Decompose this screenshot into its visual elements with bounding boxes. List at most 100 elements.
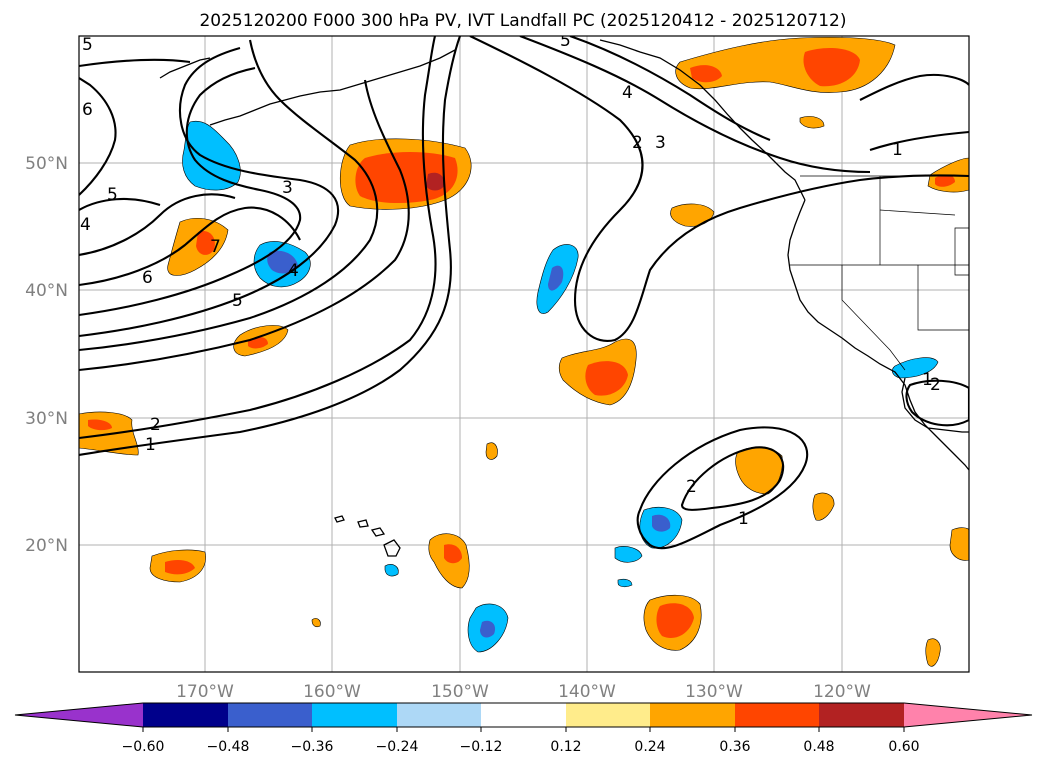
contour-pv-16 [869,130,969,151]
coast-baja [901,377,969,433]
border-state-5 [954,227,969,276]
contour-label: 3 [282,178,293,198]
coast-us-west [787,199,969,471]
map-title: 2025120200 F000 300 hPa PV, IVT Landfall… [199,11,846,31]
contour-pv-19 [905,379,969,427]
contour-label: 2 [686,477,697,497]
lat-label: 50°N [25,154,68,174]
colorbar-segment [481,703,566,727]
shade-blob-blue-east [891,357,939,379]
contour-label: 5 [560,31,571,51]
contour-pv-10 [79,77,117,196]
colorbar-ticks [142,727,905,732]
colorbar-tick-label: 0.24 [634,739,665,755]
contour-labels: 5 6 5 4 3 2 4 5 6 7 5 4 3 2 1 2 1 2 1 1 [80,31,941,529]
contour-label: 5 [107,185,118,205]
contour-label: 4 [288,261,299,281]
contour-label: 1 [738,509,749,529]
shade-blob-central-1-inner [585,361,628,396]
colorbar-segment [397,703,481,727]
colorbar-tick-label: 0.48 [803,739,834,755]
colorbar-segment [819,703,904,727]
lat-label: 20°N [25,536,68,556]
colorbar-left-extension [15,703,143,727]
contour-pv-8 [79,193,236,257]
coast-hawaii-3 [370,527,386,537]
shade-blob-subtropical-2 [812,492,835,521]
colorbar-tick-label: 0.12 [550,739,581,755]
contour-label: 5 [232,291,243,311]
colorbar-tick-labels: −0.60 −0.48 −0.36 −0.24 −0.12 0.12 0.24 … [122,739,920,755]
shade-blob-north-central-inner [355,152,458,204]
coast-hawaii-2 [357,519,369,528]
colorbar-segment [735,703,819,727]
shade-blob-blue-south-inner [480,620,496,638]
contour-pv-14 [569,36,771,141]
lon-label: 160°W [303,682,361,702]
contour-pv-15 [859,73,969,101]
colorbar-tick-label: −0.12 [460,739,503,755]
contour-label: 6 [82,100,93,120]
shade-blob-south-2-inner [165,560,195,575]
colorbar-tick-label: 0.36 [719,739,750,755]
colorbar-segment [143,703,228,727]
contour-pv-3 [79,79,410,372]
lat-label: 30°N [25,409,68,429]
shade-blob-blue-small-3 [384,564,399,577]
shade-blob-bc-coast-inner [803,48,860,87]
colorbar-tick-label: −0.24 [376,739,419,755]
border-state-4 [917,265,969,331]
shade-blob-central-2 [670,203,715,227]
shade-blob-east-1-inner [935,174,955,187]
contour-label: 7 [210,237,221,257]
shade-blob-blue-sub-inner [652,514,671,532]
gridlines [79,36,969,672]
pv-contours [79,36,969,550]
contour-label: 2 [150,415,161,435]
shade-blob-east-2 [949,527,969,561]
contour-pv-18 [680,446,785,511]
shade-blob-blue-west-inner [267,250,298,274]
contour-pv-7 [79,206,301,287]
lon-label: 120°W [813,682,871,702]
lat-label: 40°N [25,281,68,301]
shade-blob-blue-mid-inner [548,265,564,291]
contour-label: 4 [622,83,633,103]
contour-label: 2 [930,375,941,395]
shade-blob-south-3-inner [656,603,694,638]
contour-pv-1 [79,36,461,457]
contour-pv-6 [79,66,302,317]
coast-aleutians [209,49,456,126]
colorbar-right-extension [904,703,1032,727]
colorbar-segment [650,703,735,727]
lon-label: 150°W [431,682,489,702]
contour-pv-2 [79,36,437,440]
contour-label: 6 [142,268,153,288]
shade-blob-small-3 [799,116,825,129]
shade-blob-blue-small-2 [617,578,633,588]
shade-blob-west-3-inner [88,419,112,431]
contour-pv-5 [79,46,340,338]
coast-hawaii-big [383,539,401,557]
shade-blob-small-2 [311,618,321,628]
contour-pv-12 [469,36,969,342]
lon-label: 130°W [685,682,743,702]
map-frame [78,35,970,673]
positive-ivt-regions [79,36,969,667]
contour-label: 1 [145,435,156,455]
border-state-3 [841,265,906,371]
colorbar-tick-label: −0.48 [207,739,250,755]
coast-alaska-pen [159,57,211,79]
longitude-labels: 170°W 160°W 150°W 140°W 130°W 120°W [176,682,871,702]
contour-label: 4 [80,215,91,235]
coastlines [159,39,969,557]
contour-pv-11 [79,58,191,68]
contour-label: 1 [922,370,933,390]
contour-label: 1 [892,140,903,160]
colorbar-segment [566,703,650,727]
shade-blob-south-1-inner [444,544,462,564]
colorbar-segment [228,703,312,727]
colorbar: −0.60 −0.48 −0.36 −0.24 −0.12 0.12 0.24 … [14,702,1033,755]
shade-blob-east-3 [925,638,941,667]
